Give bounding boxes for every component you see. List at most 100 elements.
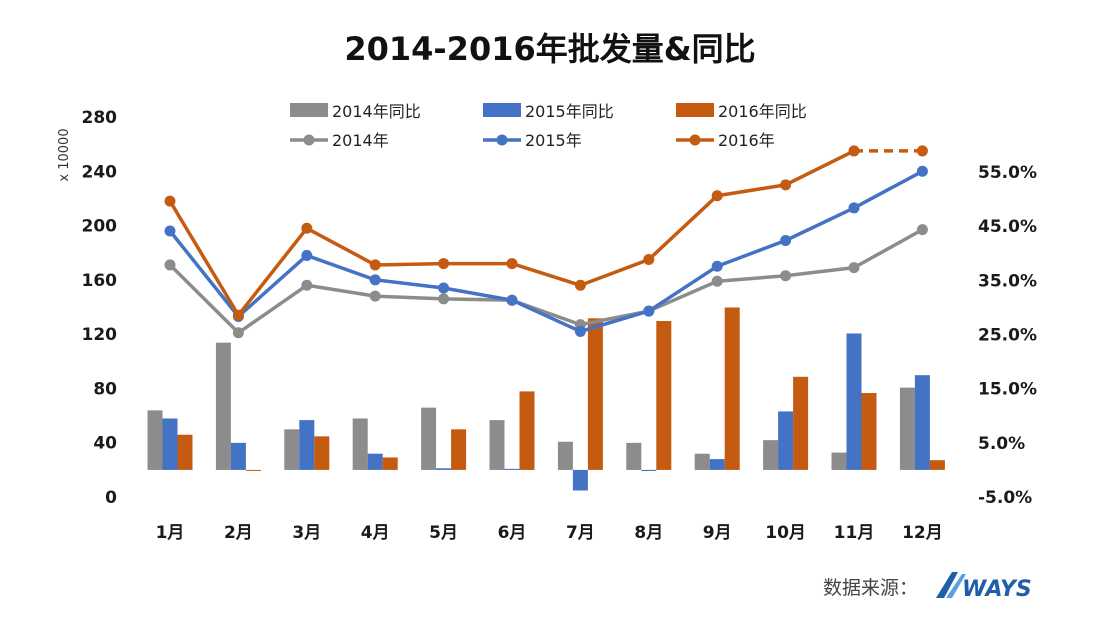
right-axis: -5.0% 5.0% 15.0% 25.0% 35.0% 45.0% 55.0%	[978, 163, 1037, 508]
bar-2015年同比-6月	[504, 468, 520, 470]
logo-swoosh-icon	[936, 572, 958, 598]
point-2015年-3月	[301, 249, 313, 261]
bar-2016年同比-11月	[861, 393, 877, 470]
left-axis: 0 40 80 120 160 200 240 280	[82, 108, 118, 508]
point-2015年-4月	[369, 274, 381, 286]
line-2014年	[168, 228, 924, 335]
logo-swoosh-accent-icon	[946, 574, 966, 598]
line-series-group	[164, 145, 928, 339]
bar-2014年同比-10月	[763, 440, 779, 470]
category-label: 3月	[292, 523, 321, 543]
bar-2016年同比-8月	[656, 321, 672, 470]
category-label: 11月	[834, 523, 875, 543]
legend-label-2016年同比: 2016年同比	[718, 102, 807, 121]
point-2016年-8月	[643, 254, 655, 265]
point-2016年-11月	[848, 145, 860, 157]
point-2014年-2月	[232, 327, 244, 339]
point-2016年-6月	[506, 258, 518, 270]
legend-marker-2014年	[303, 134, 315, 146]
point-2014年-1月	[164, 259, 176, 271]
point-2014年-12月	[916, 224, 928, 236]
point-2015年-5月	[438, 282, 450, 294]
legend-swatch-2016年同比	[676, 103, 714, 117]
left-tick-label: 160	[82, 271, 118, 291]
brand-name: WAYS	[962, 577, 1032, 602]
bar-2016年同比-3月	[314, 436, 330, 470]
category-label: 6月	[498, 523, 527, 543]
category-label: 4月	[361, 523, 390, 543]
right-tick-label: 25.0%	[978, 326, 1037, 346]
legend-marker-2015年	[496, 134, 508, 146]
legend-label-2015年: 2015年	[525, 131, 582, 150]
bar-2016年同比-1月	[177, 434, 193, 470]
right-tick-label: 5.0%	[978, 434, 1025, 454]
left-tick-label: 80	[93, 379, 117, 399]
bar-2016年同比-9月	[724, 307, 740, 470]
bar-2015年同比-1月	[162, 418, 178, 470]
point-2016年-12月	[916, 145, 928, 157]
point-2016年-1月	[164, 195, 176, 207]
bar-2016年同比-6月	[519, 391, 535, 470]
point-2015年-9月	[711, 260, 723, 272]
ways-logo: WAYS	[936, 572, 1032, 602]
bar-series-group	[147, 307, 945, 491]
legend: 2014年同比 2015年同比 2016年同比 2014年 2015年 2016年	[290, 102, 807, 150]
category-label: 8月	[634, 523, 663, 543]
category-label: 5月	[429, 523, 458, 543]
bar-2015年同比-10月	[778, 411, 794, 470]
left-tick-label: 120	[82, 325, 118, 345]
bar-2015年同比-5月	[436, 468, 452, 470]
point-2016年-10月	[780, 179, 792, 191]
chart-title: 2014-2016年批发量&同比	[344, 30, 755, 68]
bar-2014年同比-8月	[626, 442, 642, 470]
left-tick-label: 240	[82, 162, 118, 182]
point-2015年-7月	[574, 325, 586, 337]
point-2016年-7月	[574, 279, 586, 291]
source-footer: 数据来源： WAYS	[823, 572, 1032, 602]
category-label: 1月	[156, 523, 185, 543]
bar-2016年同比-2月	[245, 469, 261, 471]
bar-2016年同比-5月	[451, 429, 467, 470]
left-tick-label: 0	[105, 488, 117, 508]
legend-label-2014年: 2014年	[332, 131, 389, 150]
legend-swatch-2014年同比	[290, 103, 328, 117]
category-label: 12月	[902, 523, 943, 543]
legend-label-2016年: 2016年	[718, 131, 775, 150]
point-2014年-4月	[369, 290, 381, 302]
bar-2015年同比-8月	[641, 469, 657, 472]
point-2016年-5月	[438, 258, 450, 270]
legend-label-2014年同比: 2014年同比	[332, 102, 421, 121]
point-2015年-8月	[643, 305, 655, 317]
category-label: 10月	[765, 523, 806, 543]
bar-2014年同比-4月	[352, 418, 368, 470]
point-2015年-1月	[164, 225, 176, 237]
point-2014年-10月	[780, 270, 792, 282]
left-tick-label: 40	[93, 434, 117, 454]
bar-2014年同比-5月	[421, 407, 437, 470]
bar-2015年同比-12月	[914, 375, 930, 470]
point-2016年-3月	[301, 222, 313, 234]
bar-2014年同比-11月	[831, 452, 847, 470]
left-tick-label: 200	[82, 217, 118, 237]
category-axis: 1月 2月 3月 4月 5月 6月 7月 8月 9月 10月 11月 12月	[156, 523, 943, 543]
point-2016年-9月	[711, 190, 723, 202]
bar-2014年同比-12月	[899, 387, 915, 470]
right-tick-label: -5.0%	[978, 488, 1032, 508]
legend-marker-2016年	[689, 134, 701, 146]
bar-2016年同比-10月	[793, 376, 809, 470]
right-tick-label: 35.0%	[978, 271, 1037, 291]
bar-2014年同比-6月	[489, 420, 505, 470]
source-label: 数据来源：	[823, 577, 918, 599]
point-2016年-4月	[369, 259, 381, 271]
bar-2015年同比-3月	[299, 420, 315, 470]
bar-2015年同比-2月	[230, 442, 246, 470]
line-2016年	[168, 149, 855, 317]
right-tick-label: 15.0%	[978, 380, 1037, 400]
bar-2014年同比-1月	[147, 410, 163, 470]
bar-2016年同比-7月	[587, 318, 603, 470]
line-2015年	[168, 169, 924, 334]
bar-2014年同比-2月	[215, 342, 231, 470]
point-2015年-11月	[848, 202, 860, 214]
point-2015年-6月	[506, 294, 518, 306]
